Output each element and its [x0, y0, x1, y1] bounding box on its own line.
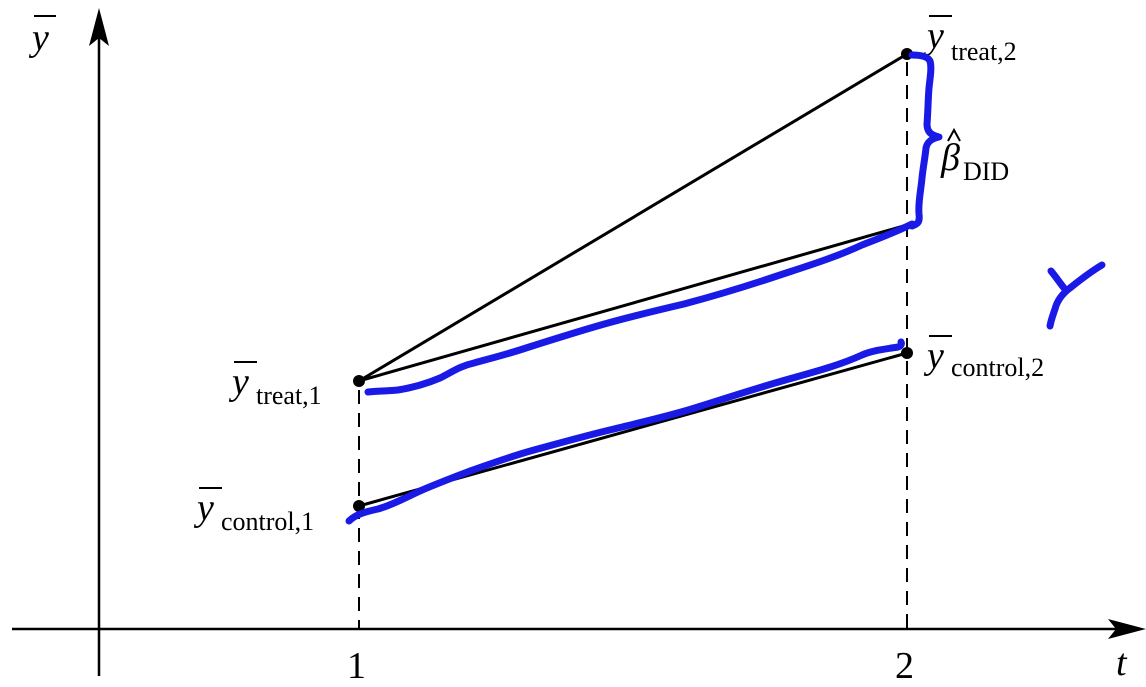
- beta-did-sub: DID: [963, 157, 1009, 186]
- x-axis-arrow-icon: [1108, 619, 1146, 639]
- label-treat-2-main: y: [923, 15, 944, 57]
- y-axis-label: y: [28, 15, 56, 59]
- label-control-1-main: y: [193, 487, 214, 529]
- label-treat-1-sub: treat,1: [256, 381, 322, 410]
- y-axis-label-text: y: [28, 17, 49, 59]
- label-treat-1: y treat,1: [228, 361, 322, 410]
- ink-brace: [908, 51, 943, 230]
- x-tick-label-2: 2: [895, 645, 914, 682]
- label-control-2: y control,2: [923, 335, 1044, 382]
- label-control-1-sub: control,1: [221, 507, 314, 536]
- label-treat-2: y treat,2: [923, 15, 1017, 66]
- ink-mark-y: [1046, 261, 1106, 330]
- ink-lower-line: [345, 338, 905, 525]
- beta-hat-icon: [947, 127, 961, 142]
- label-beta-did: β DID: [940, 127, 1009, 186]
- label-control-2-main: y: [923, 335, 944, 377]
- label-control-2-sub: control,2: [951, 353, 1044, 382]
- counterfactual-line: [358, 223, 908, 383]
- y-axis-arrow-icon: [89, 8, 109, 46]
- treat-line: [358, 52, 908, 383]
- point-treat-1: [353, 375, 365, 387]
- handwritten-annotations: [345, 51, 1106, 525]
- x-axis-label: t: [1116, 642, 1128, 682]
- label-control-1: y control,1: [193, 487, 314, 536]
- label-treat-1-main: y: [228, 361, 249, 403]
- axes: [12, 8, 1146, 676]
- label-treat-2-sub: treat,2: [951, 37, 1017, 66]
- point-control-1: [353, 500, 365, 512]
- point-control-2: [901, 347, 913, 359]
- beta-did-main: β: [940, 137, 960, 179]
- x-tick-label-1: 1: [347, 645, 366, 682]
- ink-upper-line: [364, 220, 916, 396]
